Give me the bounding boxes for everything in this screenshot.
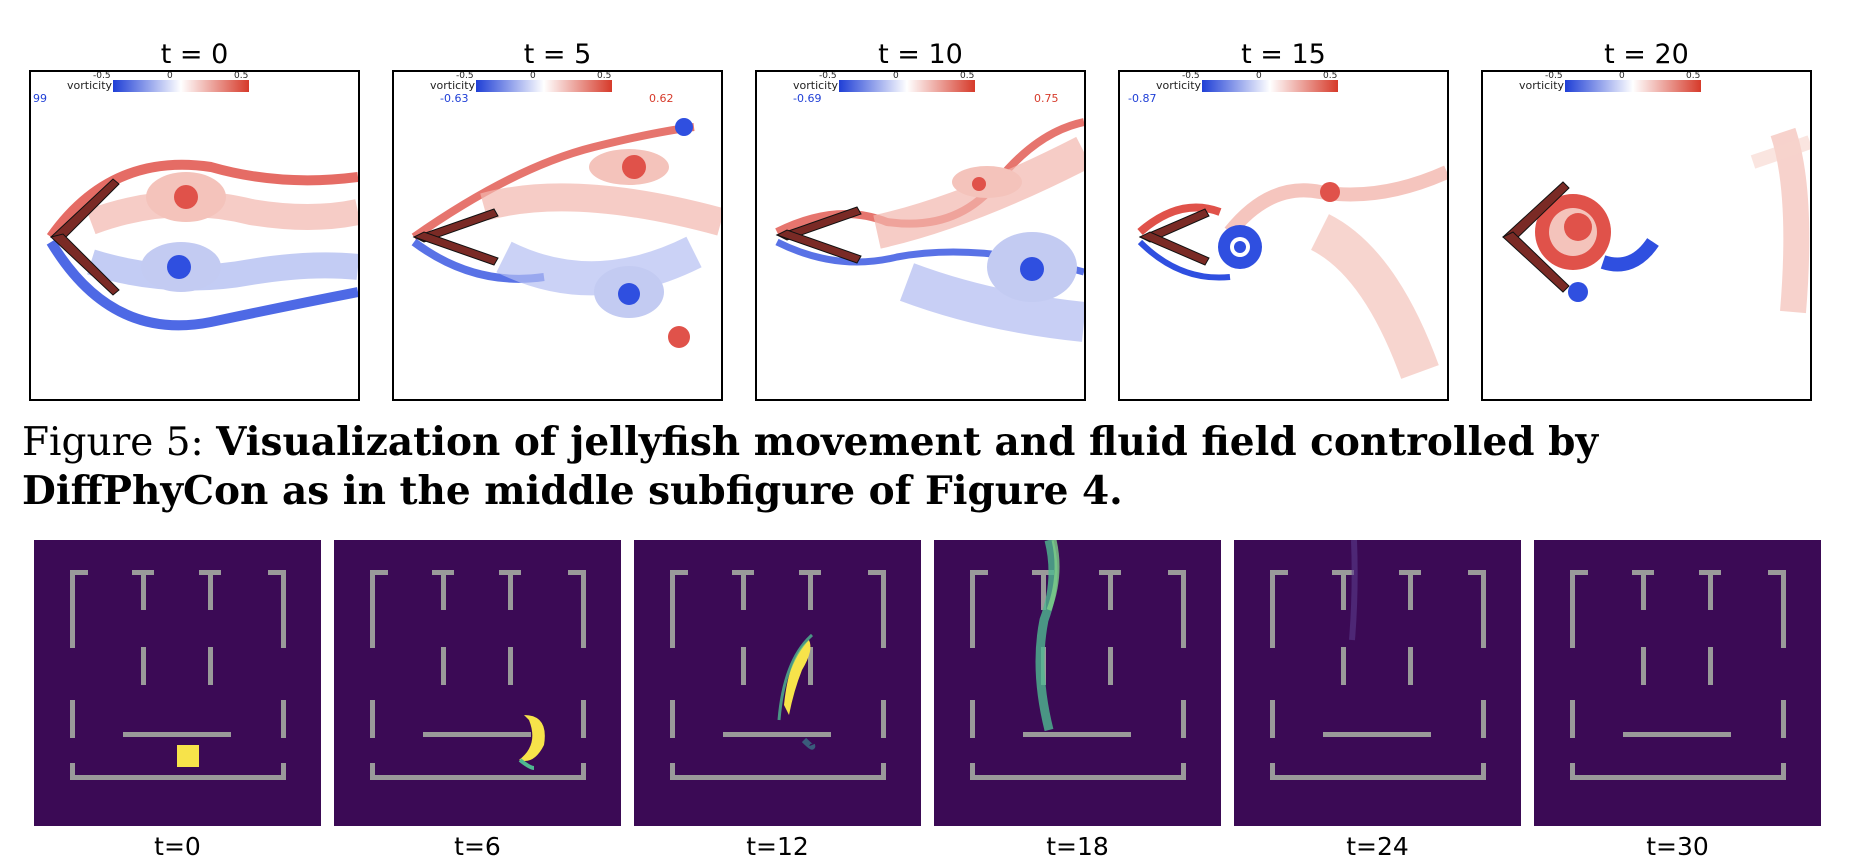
colorbar-tick: 0	[1619, 71, 1625, 81]
vorticity-plot: vorticity -0.5 0 0.5 99	[29, 70, 360, 401]
vorticity-plot: vorticity -0.5 0 0.5 -0.63 0.62	[392, 70, 723, 401]
bottom-panel-0: t=0	[34, 540, 321, 862]
smoke-field	[634, 540, 921, 826]
vorticity-plot: vorticity -0.5 0 0.5	[1481, 70, 1812, 401]
colorbar-tick: 0.5	[1686, 71, 1701, 81]
colorbar-label: vorticity	[430, 79, 476, 92]
panel-title: t = 10	[878, 39, 963, 70]
colorbar-tick: -0.5	[1545, 71, 1563, 81]
top-panel-3: t = 15 vorticity -0.5 0 0.5 -0.87	[1118, 40, 1449, 401]
smoke-field	[1234, 540, 1521, 826]
colorbar-tick: 0.5	[234, 71, 249, 81]
bottom-panel-3: t=18	[934, 540, 1221, 862]
figure-caption: Figure 5: Visualization of jellyfish mov…	[22, 418, 1842, 516]
top-panel-4: t = 20 vorticity -0.5 0 0.5	[1481, 40, 1812, 401]
caption-prefix: Figure 5:	[22, 420, 217, 465]
bottom-panel-5: t=30	[1534, 540, 1821, 862]
vmin-value: -0.63	[440, 92, 469, 105]
colorbar-tick: 0.5	[1323, 71, 1338, 81]
smoke-field	[334, 540, 621, 826]
caption-text: Visualization of jellyfish movement and …	[22, 419, 1599, 514]
bottom-panel-2: t=12	[634, 540, 921, 862]
colorbar-tick: -0.5	[93, 71, 111, 81]
top-panel-0: t = 0 vorticity -0.5 0 0.5 99	[29, 40, 360, 401]
smoke-field	[34, 540, 321, 826]
vmax-value: 0.62	[649, 92, 674, 105]
bottom-panel-1: t=6	[334, 540, 621, 862]
colorbar-tick: 0	[167, 71, 173, 81]
panel-title: t = 15	[1241, 39, 1326, 70]
colorbar-tick: 0	[530, 71, 536, 81]
colorbar-tick: -0.5	[819, 71, 837, 81]
time-label: t=12	[746, 832, 809, 861]
colorbar-tick: 0.5	[597, 71, 612, 81]
colorbar-label: vorticity	[1519, 79, 1565, 92]
colorbar-tick: 0	[893, 71, 899, 81]
time-label: t=24	[1346, 832, 1409, 861]
vmin-value: -0.69	[793, 92, 822, 105]
top-panel-1: t = 5 vorticity -0.5 0 0.5 -0.63 0.62	[392, 40, 723, 401]
time-label: t=30	[1646, 832, 1709, 861]
colorbar-tick: 0.5	[960, 71, 975, 81]
bottom-panel-4: t=24	[1234, 540, 1521, 862]
panel-title: t = 20	[1604, 39, 1689, 70]
vmin-value: 99	[33, 92, 47, 105]
smoke-field	[1534, 540, 1821, 826]
vorticity-plot: vorticity -0.5 0 0.5 -0.69 0.75	[755, 70, 1086, 401]
colorbar-tick: -0.5	[1182, 71, 1200, 81]
panel-title: t = 5	[523, 39, 592, 70]
colorbar-tick: -0.5	[456, 71, 474, 81]
colorbar-label: vorticity	[793, 79, 839, 92]
panel-title: t = 0	[160, 39, 229, 70]
time-label: t=6	[454, 832, 501, 861]
colorbar-label: vorticity	[1156, 79, 1202, 92]
colorbar-tick: 0	[1256, 71, 1262, 81]
vmax-value: 0.75	[1034, 92, 1059, 105]
time-label: t=18	[1046, 832, 1109, 861]
top-panel-2: t = 10 vorticity -0.5 0 0.5 -0.69 0.75	[755, 40, 1086, 401]
vorticity-plot: vorticity -0.5 0 0.5 -0.87	[1118, 70, 1449, 401]
time-label: t=0	[154, 832, 201, 861]
colorbar-label: vorticity	[67, 79, 113, 92]
vmin-value: -0.87	[1128, 92, 1157, 105]
smoke-field	[934, 540, 1221, 826]
